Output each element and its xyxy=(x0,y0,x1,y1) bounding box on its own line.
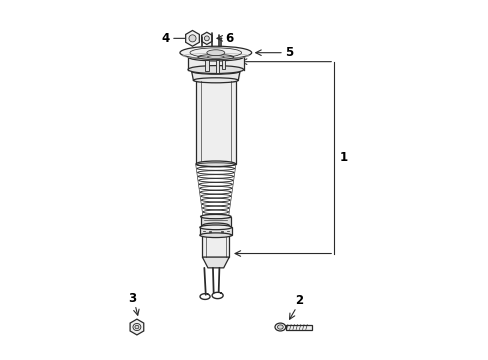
Ellipse shape xyxy=(200,225,231,230)
Polygon shape xyxy=(202,257,229,268)
Polygon shape xyxy=(185,31,199,46)
Ellipse shape xyxy=(200,215,230,219)
Ellipse shape xyxy=(188,35,196,42)
Ellipse shape xyxy=(274,323,285,331)
Text: 4: 4 xyxy=(161,32,169,45)
Text: 5: 5 xyxy=(284,46,292,59)
Ellipse shape xyxy=(204,36,209,41)
Text: 3: 3 xyxy=(128,292,136,305)
Ellipse shape xyxy=(191,68,240,74)
Ellipse shape xyxy=(187,66,243,73)
FancyBboxPatch shape xyxy=(202,226,229,257)
FancyBboxPatch shape xyxy=(200,227,231,235)
Polygon shape xyxy=(201,32,212,44)
Polygon shape xyxy=(130,319,143,335)
Ellipse shape xyxy=(206,50,224,55)
Text: 6: 6 xyxy=(225,32,233,45)
FancyBboxPatch shape xyxy=(285,324,311,329)
Ellipse shape xyxy=(180,46,251,59)
Ellipse shape xyxy=(200,233,231,238)
Ellipse shape xyxy=(187,53,243,61)
Ellipse shape xyxy=(197,54,233,59)
FancyBboxPatch shape xyxy=(200,217,230,226)
FancyBboxPatch shape xyxy=(216,60,219,73)
Ellipse shape xyxy=(207,55,224,58)
FancyBboxPatch shape xyxy=(196,81,235,164)
Text: 2: 2 xyxy=(295,294,303,307)
Ellipse shape xyxy=(135,325,139,329)
Ellipse shape xyxy=(202,223,229,228)
Ellipse shape xyxy=(277,325,283,329)
Ellipse shape xyxy=(196,161,235,167)
Text: 1: 1 xyxy=(339,151,347,164)
Ellipse shape xyxy=(193,78,238,83)
FancyBboxPatch shape xyxy=(222,60,225,69)
FancyBboxPatch shape xyxy=(204,60,208,71)
